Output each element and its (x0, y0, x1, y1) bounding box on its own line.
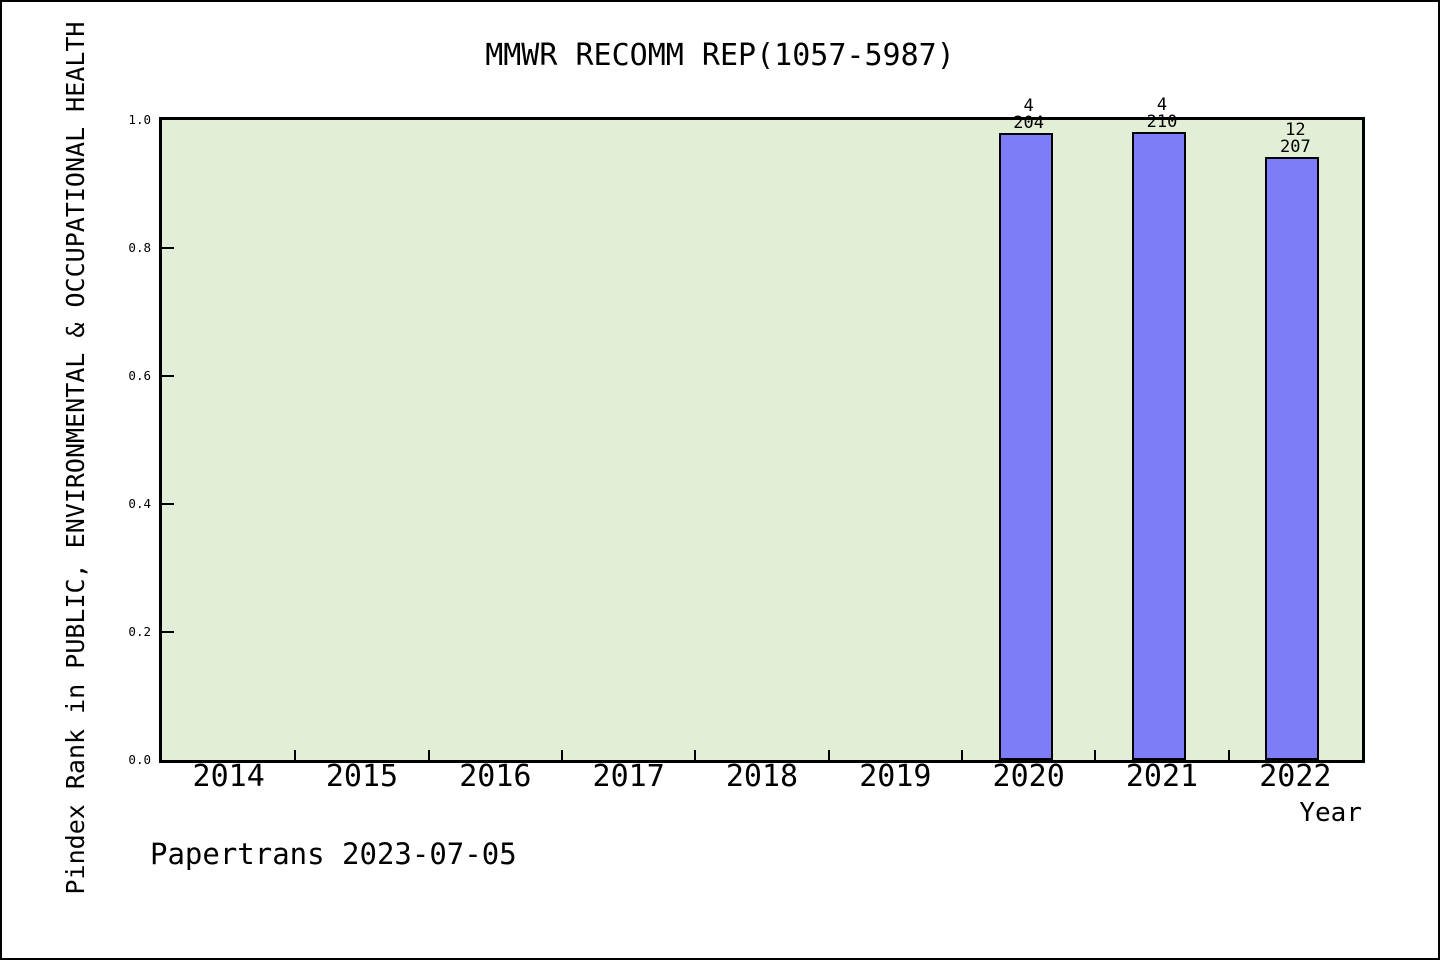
y-tick-label: 0.0 (128, 752, 151, 767)
bar-total: 207 (1279, 137, 1311, 157)
y-axis-label: Pindex Rank in PUBLIC, ENVIRONMENTAL & O… (61, 21, 90, 895)
x-tick-mark (294, 750, 297, 760)
chart-title: MMWR RECOMM REP(1057-5987) (485, 38, 955, 73)
bar-rank: 4 (1156, 95, 1168, 115)
y-tick-label: 0.8 (128, 240, 151, 255)
x-tick-mark (1094, 750, 1097, 760)
x-tick-label-2021: 2021 (1125, 759, 1199, 794)
watermark-text: Papertrans 2023-07-05 (150, 837, 517, 871)
x-tick-mark (427, 750, 430, 760)
x-tick-mark (694, 750, 697, 760)
y-tick-mark (162, 631, 174, 633)
x-tick-mark (827, 750, 830, 760)
y-tick-label: 0.6 (128, 368, 151, 383)
y-tick-label: 0.4 (128, 496, 151, 511)
y-tick-mark (162, 247, 174, 249)
x-tick-label-2019: 2019 (859, 759, 932, 794)
x-tick-mark (1227, 750, 1230, 760)
x-tick-mark (561, 750, 563, 760)
x-tick-label-2014: 2014 (192, 759, 265, 794)
x-tick-label-2018: 2018 (725, 759, 799, 794)
bar-2021 (1132, 132, 1186, 760)
x-tick-label-2017: 2017 (592, 759, 665, 794)
x-tick-label-2016: 2016 (459, 759, 532, 794)
y-tick-label: 0.2 (128, 624, 151, 639)
bar-rank: 4 (1023, 96, 1034, 116)
bar-rank: 12 (1285, 120, 1306, 140)
x-tick-label-2022: 2022 (1259, 759, 1332, 794)
y-tick-mark (162, 503, 174, 505)
bar-value-label-2020: 4 204 (969, 98, 1089, 132)
x-tick-label-2015: 2015 (325, 759, 399, 794)
plot-area (159, 117, 1365, 763)
bar-value-label-2022: 12 207 (1235, 122, 1355, 156)
bar-total: 210 (1146, 112, 1178, 132)
bar-2022 (1265, 157, 1320, 760)
bar-total: 204 (1013, 113, 1045, 133)
y-tick-mark (162, 375, 174, 377)
bar-value-label-2021: 4 210 (1102, 97, 1222, 131)
x-tick-mark (961, 750, 963, 760)
y-tick-label: 1.0 (128, 112, 151, 127)
x-axis-label: Year (1299, 798, 1362, 828)
x-tick-label-2020: 2020 (992, 759, 1065, 794)
bar-2020 (998, 133, 1053, 760)
